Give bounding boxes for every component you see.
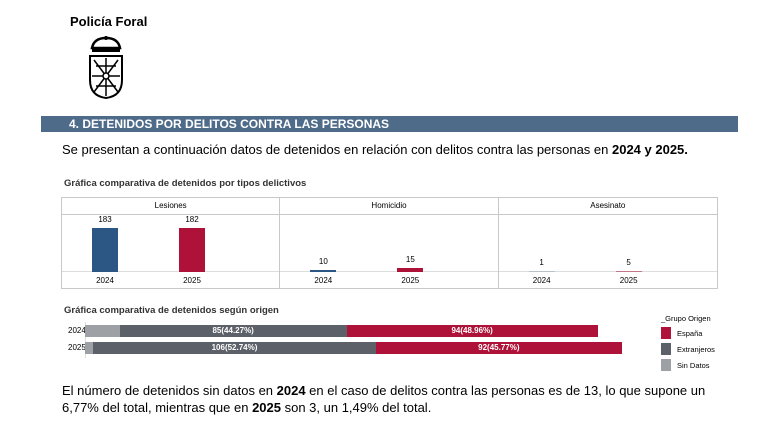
legend-label: España bbox=[677, 328, 703, 338]
outro-text: son 3, un 1,49% del total. bbox=[280, 400, 432, 415]
legend-swatch bbox=[661, 327, 671, 339]
panel-asesinato: Asesinato 2024 2025 1 5 bbox=[498, 198, 717, 288]
navarra-coat-of-arms-logo bbox=[89, 36, 123, 100]
legend-swatch bbox=[661, 343, 671, 355]
y-tick-label: 2025 bbox=[68, 343, 86, 352]
intro-years: 2024 y 2025. bbox=[611, 142, 688, 157]
legend-label: Extranjeros bbox=[677, 344, 715, 354]
x-tick-label: 2025 bbox=[401, 276, 420, 285]
bar-2024 bbox=[92, 228, 118, 272]
panel-label: Lesiones bbox=[62, 198, 280, 215]
x-tick-label: 2025 bbox=[619, 276, 638, 285]
segment-sin-datos bbox=[85, 342, 93, 354]
bar-2025 bbox=[179, 228, 205, 272]
segment-extranjeros: 106(52.74%) bbox=[93, 342, 377, 354]
panel-label: Homicidio bbox=[280, 198, 498, 215]
segment-extranjeros: 85(44.27%) bbox=[119, 325, 347, 337]
legend-grupo-origen: _Grupo Origen España Extranjeros Sin Dat… bbox=[661, 314, 715, 371]
intro-text: Se presentan a continuación datos de det… bbox=[62, 142, 612, 157]
bar-2024 bbox=[310, 269, 337, 272]
bar-2025 bbox=[397, 268, 424, 272]
bar-value-label: 182 bbox=[185, 215, 199, 225]
legend-item-extranjeros: Extranjeros bbox=[661, 343, 715, 355]
x-tick-label: 2024 bbox=[96, 276, 114, 285]
segment-sin-datos bbox=[85, 325, 120, 337]
panel-lesiones: Lesiones 2024 2025 183 182 bbox=[62, 198, 281, 288]
outro-year: 2025 bbox=[252, 400, 281, 415]
outro-text: en el caso de delitos contra las persona… bbox=[62, 383, 706, 415]
chart-title-origen: Gráfica comparativa de detenidos según o… bbox=[64, 305, 279, 316]
legend-item-sin-datos: Sin Datos bbox=[661, 359, 715, 371]
outro-paragraph: El número de detenidos sin datos en 2024… bbox=[62, 382, 742, 416]
legend-swatch bbox=[661, 359, 671, 371]
panel-homicidio: Homicidio 2024 2025 10 15 bbox=[280, 198, 499, 288]
outro-text: El número de detenidos sin datos en bbox=[62, 383, 277, 398]
x-tick-label: 2024 bbox=[314, 276, 333, 285]
chart-title-delitos: Gráfica comparativa de detenidos por tip… bbox=[64, 178, 307, 189]
legend-label: Sin Datos bbox=[677, 360, 710, 370]
section-header-bar: 4. DETENIDOS POR DELITOS CONTRA LAS PERS… bbox=[41, 116, 738, 132]
stacked-bar-2025: 106(52.74%) 92(45.77%) bbox=[85, 342, 622, 354]
legend-title: _Grupo Origen bbox=[661, 314, 711, 323]
y-tick-label: 2024 bbox=[68, 326, 86, 335]
bar-2025 bbox=[615, 270, 642, 272]
panel-axis: 2024 2025 bbox=[498, 271, 717, 288]
panel-label: Asesinato bbox=[498, 198, 717, 215]
bar-value-label: 15 bbox=[405, 255, 415, 265]
bar-value-label: 183 bbox=[98, 215, 112, 224]
brand-name: Policía Foral bbox=[70, 14, 148, 29]
bar-2024 bbox=[528, 270, 555, 272]
stacked-bar-2024: 85(44.27%) 94(48.96%) bbox=[85, 325, 598, 337]
x-tick-label: 2025 bbox=[183, 276, 201, 285]
segment-espana: 94(48.96%) bbox=[346, 325, 598, 337]
panel-axis: 2024 2025 bbox=[62, 271, 280, 288]
bar-value-label: 5 bbox=[626, 257, 631, 267]
intro-paragraph: Se presentan a continuación datos de det… bbox=[62, 142, 688, 157]
legend-item-espana: España bbox=[661, 327, 715, 339]
x-tick-label: 2024 bbox=[532, 276, 551, 285]
outro-year: 2024 bbox=[276, 383, 306, 398]
section-title: 4. DETENIDOS POR DELITOS CONTRA LAS PERS… bbox=[69, 117, 390, 131]
bar-value-label: 10 bbox=[318, 256, 328, 266]
bar-value-label: 1 bbox=[539, 257, 544, 267]
panel-axis: 2024 2025 bbox=[280, 271, 498, 288]
chart-delitos-por-tipo: Lesiones 2024 2025 183 182 Homicidio 2024 2025 1… bbox=[61, 197, 718, 289]
y-axis-line bbox=[85, 322, 86, 358]
segment-espana: 92(45.77%) bbox=[376, 342, 622, 354]
